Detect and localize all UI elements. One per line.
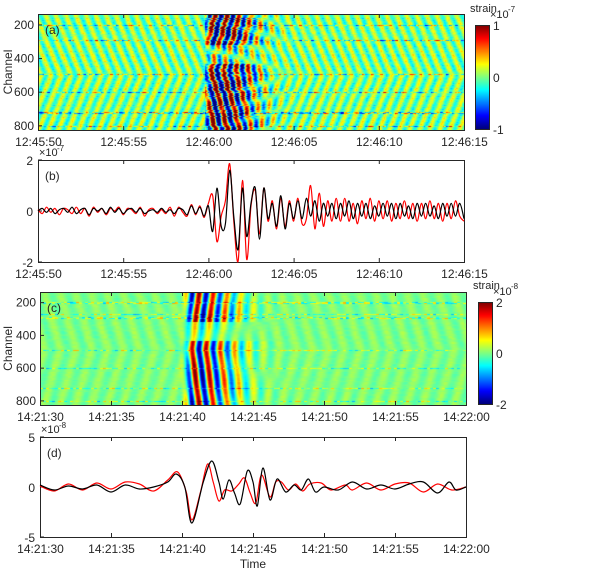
x-tick-label-b: 12:45:55 xyxy=(100,267,147,281)
x-tick-label-c: 14:21:30 xyxy=(17,410,64,424)
heatmap-c xyxy=(40,292,466,405)
y-axis-label-a: Channel xyxy=(1,50,15,95)
x-tick-label-d: 14:21:35 xyxy=(88,542,135,556)
axes-frame-c xyxy=(40,292,467,406)
x-tick-label-d: 14:21:45 xyxy=(230,542,277,556)
x-tick-label-b: 12:46:05 xyxy=(271,267,318,281)
colorbar-tick-label-c: 0 xyxy=(496,347,503,361)
y-tick-label-a: 200 xyxy=(14,18,34,32)
x-axis-label-d: Time xyxy=(240,557,267,571)
y-exponent-b: ×10 xyxy=(39,147,58,159)
axes-frame-b xyxy=(38,160,465,263)
y-exponent-power-d: -8 xyxy=(59,421,67,430)
series-line-black-d xyxy=(39,460,467,524)
x-tick-label-d: 14:21:50 xyxy=(301,542,348,556)
series-line-black-b xyxy=(37,169,465,251)
x-tick-label-d: 14:21:30 xyxy=(17,542,64,556)
colorbar-frame-a xyxy=(475,25,490,130)
heatmap-a xyxy=(38,14,464,130)
series-line-red-b xyxy=(37,163,465,263)
colorbar-exponent-power-c: -8 xyxy=(511,282,519,291)
colorbar-a xyxy=(475,25,489,129)
y-tick-label-a: 400 xyxy=(14,52,34,66)
x-tick-label-a: 12:46:15 xyxy=(441,135,488,149)
x-tick-label-a: 12:46:05 xyxy=(271,135,318,149)
y-tick-label-a: 600 xyxy=(14,85,34,99)
colorbar-c xyxy=(478,302,492,404)
y-tick-label-b: 0 xyxy=(26,205,33,219)
x-tick-label-b: 12:46:00 xyxy=(186,267,233,281)
series-line-red-d xyxy=(39,463,467,521)
x-tick-label-d: 14:22:00 xyxy=(443,542,490,556)
x-tick-label-c: 14:21:40 xyxy=(159,410,206,424)
colorbar-tick-label-a: 0 xyxy=(493,71,500,85)
colorbar-exponent-a: ×10 xyxy=(490,9,509,21)
x-tick-label-d: 14:21:55 xyxy=(372,542,419,556)
colorbar-label-a: strain xyxy=(470,3,497,15)
x-tick-label-b: 12:46:15 xyxy=(441,267,488,281)
y-axis-label-c: Channel xyxy=(1,326,15,371)
x-tick-label-a: 12:46:00 xyxy=(186,135,233,149)
y-tick-label-b: -2 xyxy=(22,256,33,270)
panel-label-a: (a) xyxy=(45,23,60,37)
x-tick-label-c: 14:21:45 xyxy=(230,410,277,424)
y-tick-label-c: 800 xyxy=(16,394,36,408)
y-tick-label-c: 200 xyxy=(16,296,36,310)
x-tick-label-a: 12:46:10 xyxy=(356,135,403,149)
y-tick-label-d: 0 xyxy=(28,481,35,495)
colorbar-tick-label-c: -2 xyxy=(496,398,507,412)
axes-frame-a xyxy=(38,14,465,131)
x-tick-label-c: 14:22:00 xyxy=(443,410,490,424)
panel-label-b: (b) xyxy=(45,169,60,183)
y-exponent-d: ×10 xyxy=(41,424,60,436)
colorbar-tick-label-c: 2 xyxy=(496,296,503,310)
y-tick-label-d: -5 xyxy=(24,531,35,545)
colorbar-label-c: strain xyxy=(473,280,500,292)
x-tick-label-c: 14:21:55 xyxy=(372,410,419,424)
x-tick-label-c: 14:21:50 xyxy=(301,410,348,424)
y-tick-label-b: 2 xyxy=(26,154,33,168)
colorbar-tick-label-a: 1 xyxy=(493,19,500,33)
colorbar-tick-label-a: -1 xyxy=(493,123,504,137)
y-tick-label-a: 800 xyxy=(14,119,34,133)
colorbar-exponent-power-a: -7 xyxy=(508,5,516,14)
x-tick-label-a: 12:45:50 xyxy=(15,135,62,149)
panel-label-c: (c) xyxy=(47,301,61,315)
x-tick-label-c: 14:21:35 xyxy=(88,410,135,424)
x-tick-label-d: 14:21:40 xyxy=(159,542,206,556)
y-exponent-power-b: -7 xyxy=(57,144,65,153)
colorbar-frame-c xyxy=(478,302,493,405)
x-tick-label-b: 12:46:10 xyxy=(356,267,403,281)
y-tick-label-c: 600 xyxy=(16,361,36,375)
panel-label-d: (d) xyxy=(47,446,62,460)
y-tick-label-c: 400 xyxy=(16,328,36,342)
x-tick-label-b: 12:45:50 xyxy=(15,267,62,281)
colorbar-exponent-c: ×10 xyxy=(493,286,512,298)
x-tick-label-a: 12:45:55 xyxy=(100,135,147,149)
y-tick-label-d: 5 xyxy=(28,431,35,445)
